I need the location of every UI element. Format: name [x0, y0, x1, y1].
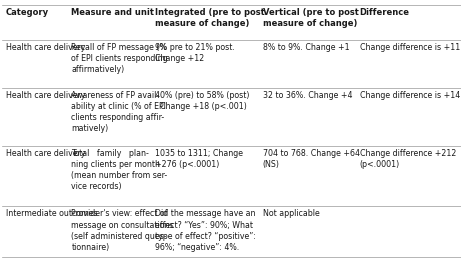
Text: Did the message have an
effect? “Yes”: 90%; What
type of effect? “positive”:
96%: Did the message have an effect? “Yes”: 9…	[155, 209, 256, 252]
Text: Integrated (pre to post
measure of change): Integrated (pre to post measure of chang…	[155, 8, 265, 28]
Text: Health care delivery: Health care delivery	[6, 149, 85, 158]
Text: Change difference is +14: Change difference is +14	[360, 91, 460, 100]
Text: Intermediate outcomes: Intermediate outcomes	[6, 209, 97, 219]
Text: 40% (pre) to 58% (post)
. Change +18 (p<.001): 40% (pre) to 58% (post) . Change +18 (p<…	[155, 91, 250, 111]
Text: Category: Category	[6, 8, 49, 17]
Text: Health care delivery: Health care delivery	[6, 43, 85, 52]
Text: Difference: Difference	[360, 8, 409, 17]
Text: Recall of FP message (%
of EPI clients responding
affirmatively): Recall of FP message (% of EPI clients r…	[71, 43, 168, 74]
Text: Change difference +212
(p<.0001): Change difference +212 (p<.0001)	[360, 149, 456, 169]
Text: Measure and unit: Measure and unit	[71, 8, 154, 17]
Text: Change difference is +11: Change difference is +11	[360, 43, 460, 52]
Text: Health care delivery: Health care delivery	[6, 91, 85, 100]
Text: Not applicable: Not applicable	[263, 209, 319, 219]
Text: 32 to 36%. Change +4: 32 to 36%. Change +4	[263, 91, 352, 100]
Text: Vertical (pre to post
measure of change): Vertical (pre to post measure of change)	[263, 8, 359, 28]
Text: 704 to 768. Change +64
(NS): 704 to 768. Change +64 (NS)	[263, 149, 360, 169]
Text: 1035 to 1311; Change
+276 (p<.0001): 1035 to 1311; Change +276 (p<.0001)	[155, 149, 243, 169]
Text: 9% pre to 21% post.
Change +12: 9% pre to 21% post. Change +12	[155, 43, 235, 63]
Text: Awareness of FP avail-
ability at clinic (% of EPI
clients responding affir-
mat: Awareness of FP avail- ability at clinic…	[71, 91, 166, 133]
Text: Provider's view: effect of
message on consultations
(self administered ques-
tio: Provider's view: effect of message on co…	[71, 209, 174, 252]
Text: Total   family   plan-
ning clients per month
(mean number from ser-
vice record: Total family plan- ning clients per mont…	[71, 149, 168, 191]
Text: 8% to 9%. Change +1: 8% to 9%. Change +1	[263, 43, 349, 52]
